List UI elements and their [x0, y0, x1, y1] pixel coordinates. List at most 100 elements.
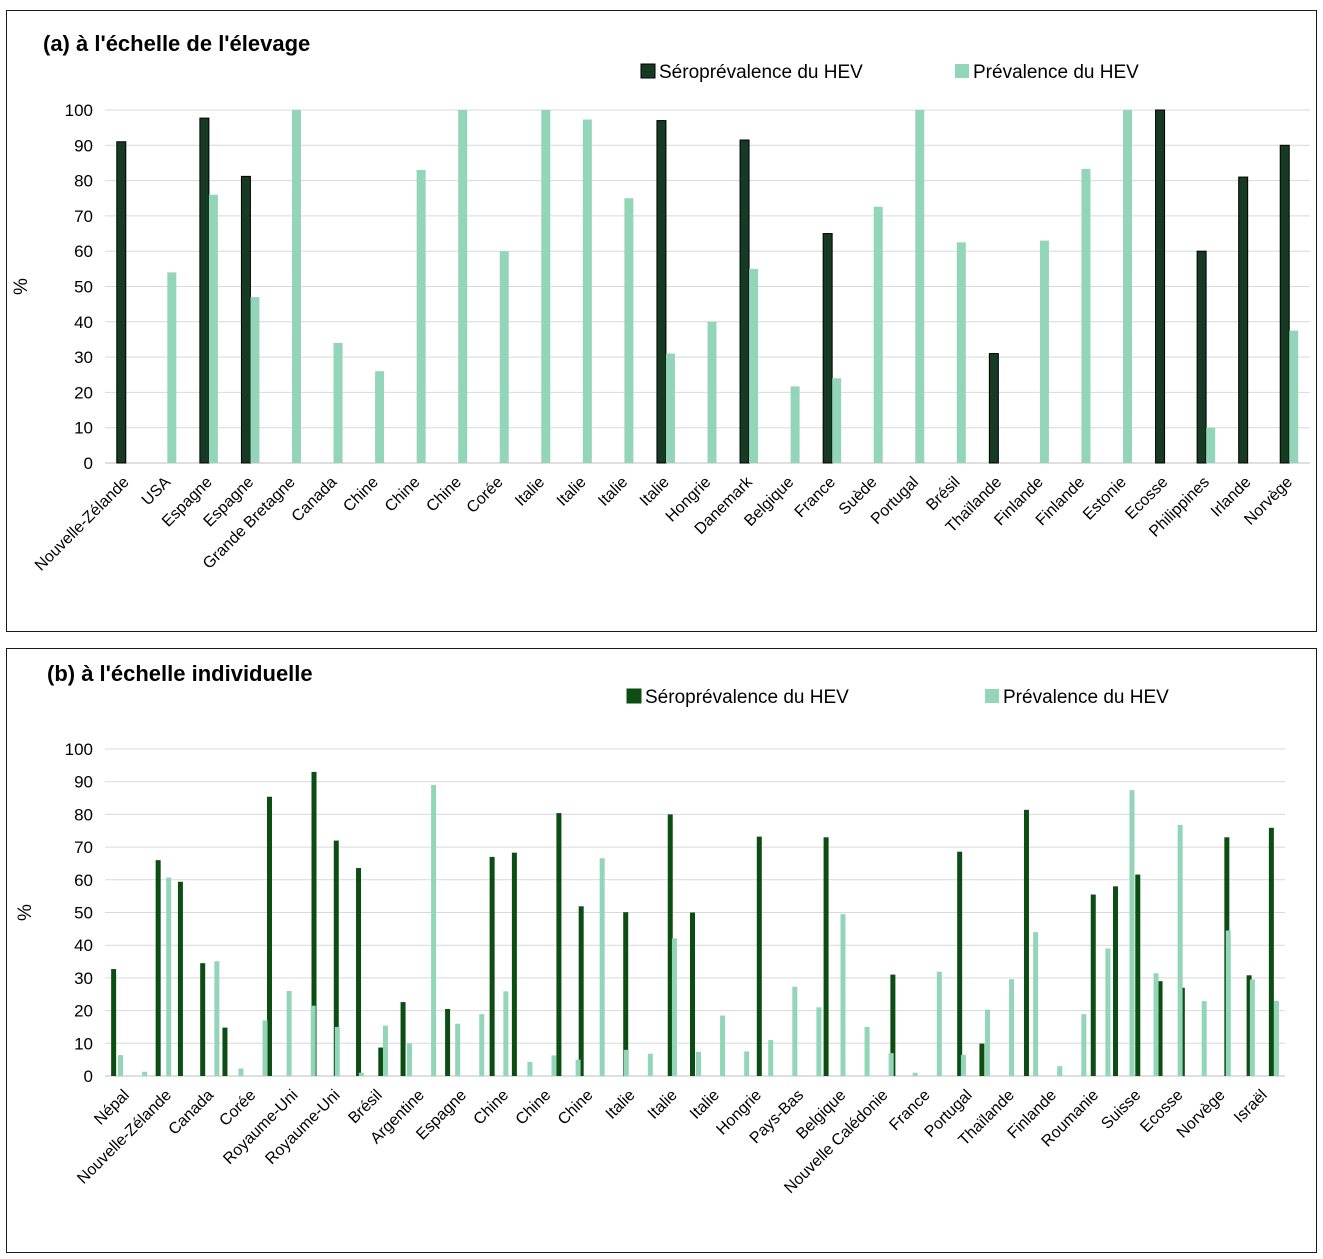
bar-prevalence [575, 1059, 581, 1076]
chart-title: (a) à l'échelle de l'élevage [43, 31, 310, 56]
chart-title: (b) à l'échelle individuelle [47, 661, 313, 686]
bar-prevalence [167, 272, 177, 463]
y-tick-label: 50 [74, 278, 93, 297]
bar-prevalence [1105, 948, 1111, 1076]
legend-label-seroprevalence: Séroprévalence du HEV [659, 62, 863, 83]
bar-seroprevalence [116, 141, 127, 464]
bar-prevalence [479, 1014, 485, 1076]
y-tick-label: 70 [74, 838, 93, 857]
bar-seroprevalence [957, 851, 963, 1076]
bar-seroprevalence [333, 840, 339, 1076]
bar-seroprevalence [356, 868, 362, 1076]
bar-prevalence [582, 119, 592, 463]
bar-prevalence [1129, 790, 1135, 1076]
bar-prevalence [599, 858, 605, 1076]
y-axis-label: % [15, 904, 36, 921]
bar-prevalence [262, 1020, 268, 1076]
bar-prevalence [960, 1054, 966, 1076]
x-category-label: Corée [464, 474, 507, 517]
bar-seroprevalence [199, 117, 210, 464]
x-category-label: Canada [166, 1087, 218, 1139]
bar-seroprevalence [578, 906, 584, 1076]
y-tick-label: 100 [65, 101, 93, 120]
y-tick-label: 20 [74, 1002, 93, 1021]
bar-seroprevalence [656, 120, 667, 464]
bar-prevalence [1039, 240, 1049, 463]
bar-seroprevalence [111, 969, 117, 1076]
y-tick-label: 50 [74, 904, 93, 923]
bar-seroprevalence [222, 1027, 228, 1076]
bar-prevalence [118, 1055, 124, 1076]
bar-seroprevalence [823, 837, 829, 1076]
chart-panel-b: (b) à l'échelle individuelle Séroprévalen… [6, 648, 1317, 1253]
bar-seroprevalence [489, 856, 495, 1076]
bar-prevalence [1033, 932, 1039, 1076]
bar-seroprevalence [739, 139, 750, 464]
bar-prevalence [915, 110, 925, 463]
y-tick-label: 60 [74, 242, 93, 261]
bar-prevalence [873, 206, 883, 464]
bar-seroprevalence [988, 353, 999, 464]
bar-seroprevalence [200, 963, 206, 1076]
bar-prevalence [238, 1068, 244, 1076]
bar-prevalence [936, 971, 942, 1076]
bar-seroprevalence [667, 814, 673, 1076]
bar-prevalence [1249, 979, 1255, 1076]
bar-seroprevalence [1279, 144, 1290, 464]
bar-seroprevalence [690, 912, 695, 1076]
bar-prevalence [984, 1009, 990, 1076]
bar-seroprevalence [1135, 874, 1141, 1076]
bar-prevalence [790, 386, 800, 463]
bar-seroprevalence [756, 836, 762, 1076]
chart-panel-a: (a) à l'échelle de l'élevage Séroprévalen… [6, 10, 1317, 632]
y-axis-label: % [11, 278, 32, 295]
bar-prevalence [864, 1026, 870, 1076]
bar-seroprevalence [623, 912, 629, 1076]
bar-prevalence [310, 1005, 316, 1076]
bar-seroprevalence [1155, 109, 1166, 464]
y-tick-label: 40 [74, 313, 93, 332]
x-category-label: Royaume-Uni [220, 1087, 301, 1168]
bar-prevalence [166, 877, 172, 1076]
bar-prevalence [1206, 427, 1216, 463]
y-tick-label: 100 [65, 740, 93, 759]
y-tick-label: 30 [74, 969, 93, 988]
bar-prevalence [707, 321, 717, 463]
bar-seroprevalence [822, 233, 833, 464]
bar-seroprevalence [1113, 886, 1119, 1076]
y-tick-label: 10 [74, 1034, 93, 1053]
x-category-label: Chine [471, 1087, 513, 1129]
x-category-label: Italie [603, 1087, 639, 1123]
bar-prevalence [455, 1023, 461, 1076]
bar-seroprevalence [1090, 894, 1096, 1076]
x-category-label: Chine [423, 474, 465, 516]
bar-prevalence [1289, 330, 1299, 463]
bar-prevalence [250, 297, 260, 463]
bar-prevalence [647, 1053, 653, 1076]
y-tick-label: 10 [74, 419, 93, 438]
bar-prevalence [749, 268, 759, 463]
bar-prevalence [407, 1043, 413, 1076]
bar-prevalence [286, 990, 292, 1076]
bar-prevalence [1273, 1000, 1279, 1076]
y-tick-label: 60 [74, 871, 93, 890]
bar-seroprevalence [1246, 975, 1252, 1076]
bar-prevalence [696, 1051, 701, 1076]
bar-prevalence [1153, 973, 1159, 1076]
y-tick-label: 20 [74, 383, 93, 402]
bar-prevalence [142, 1071, 148, 1076]
bar-prevalence [541, 110, 551, 463]
bar-seroprevalence [177, 881, 183, 1076]
x-category-label: Royaume-Uni [262, 1087, 343, 1168]
bar-prevalence [1057, 1066, 1063, 1076]
x-category-label: Chine [513, 1087, 555, 1129]
bar-prevalence [214, 961, 220, 1076]
bar-seroprevalence [511, 852, 517, 1076]
y-tick-label: 80 [74, 805, 93, 824]
bar-seroprevalence [266, 796, 272, 1076]
legend-label-seroprevalence: Séroprévalence du HEV [645, 687, 849, 708]
bar-prevalence [375, 371, 385, 463]
legend-swatch-prevalence [985, 689, 999, 703]
bar-prevalence [816, 1007, 822, 1076]
x-category-label: Israël [1231, 1087, 1271, 1127]
